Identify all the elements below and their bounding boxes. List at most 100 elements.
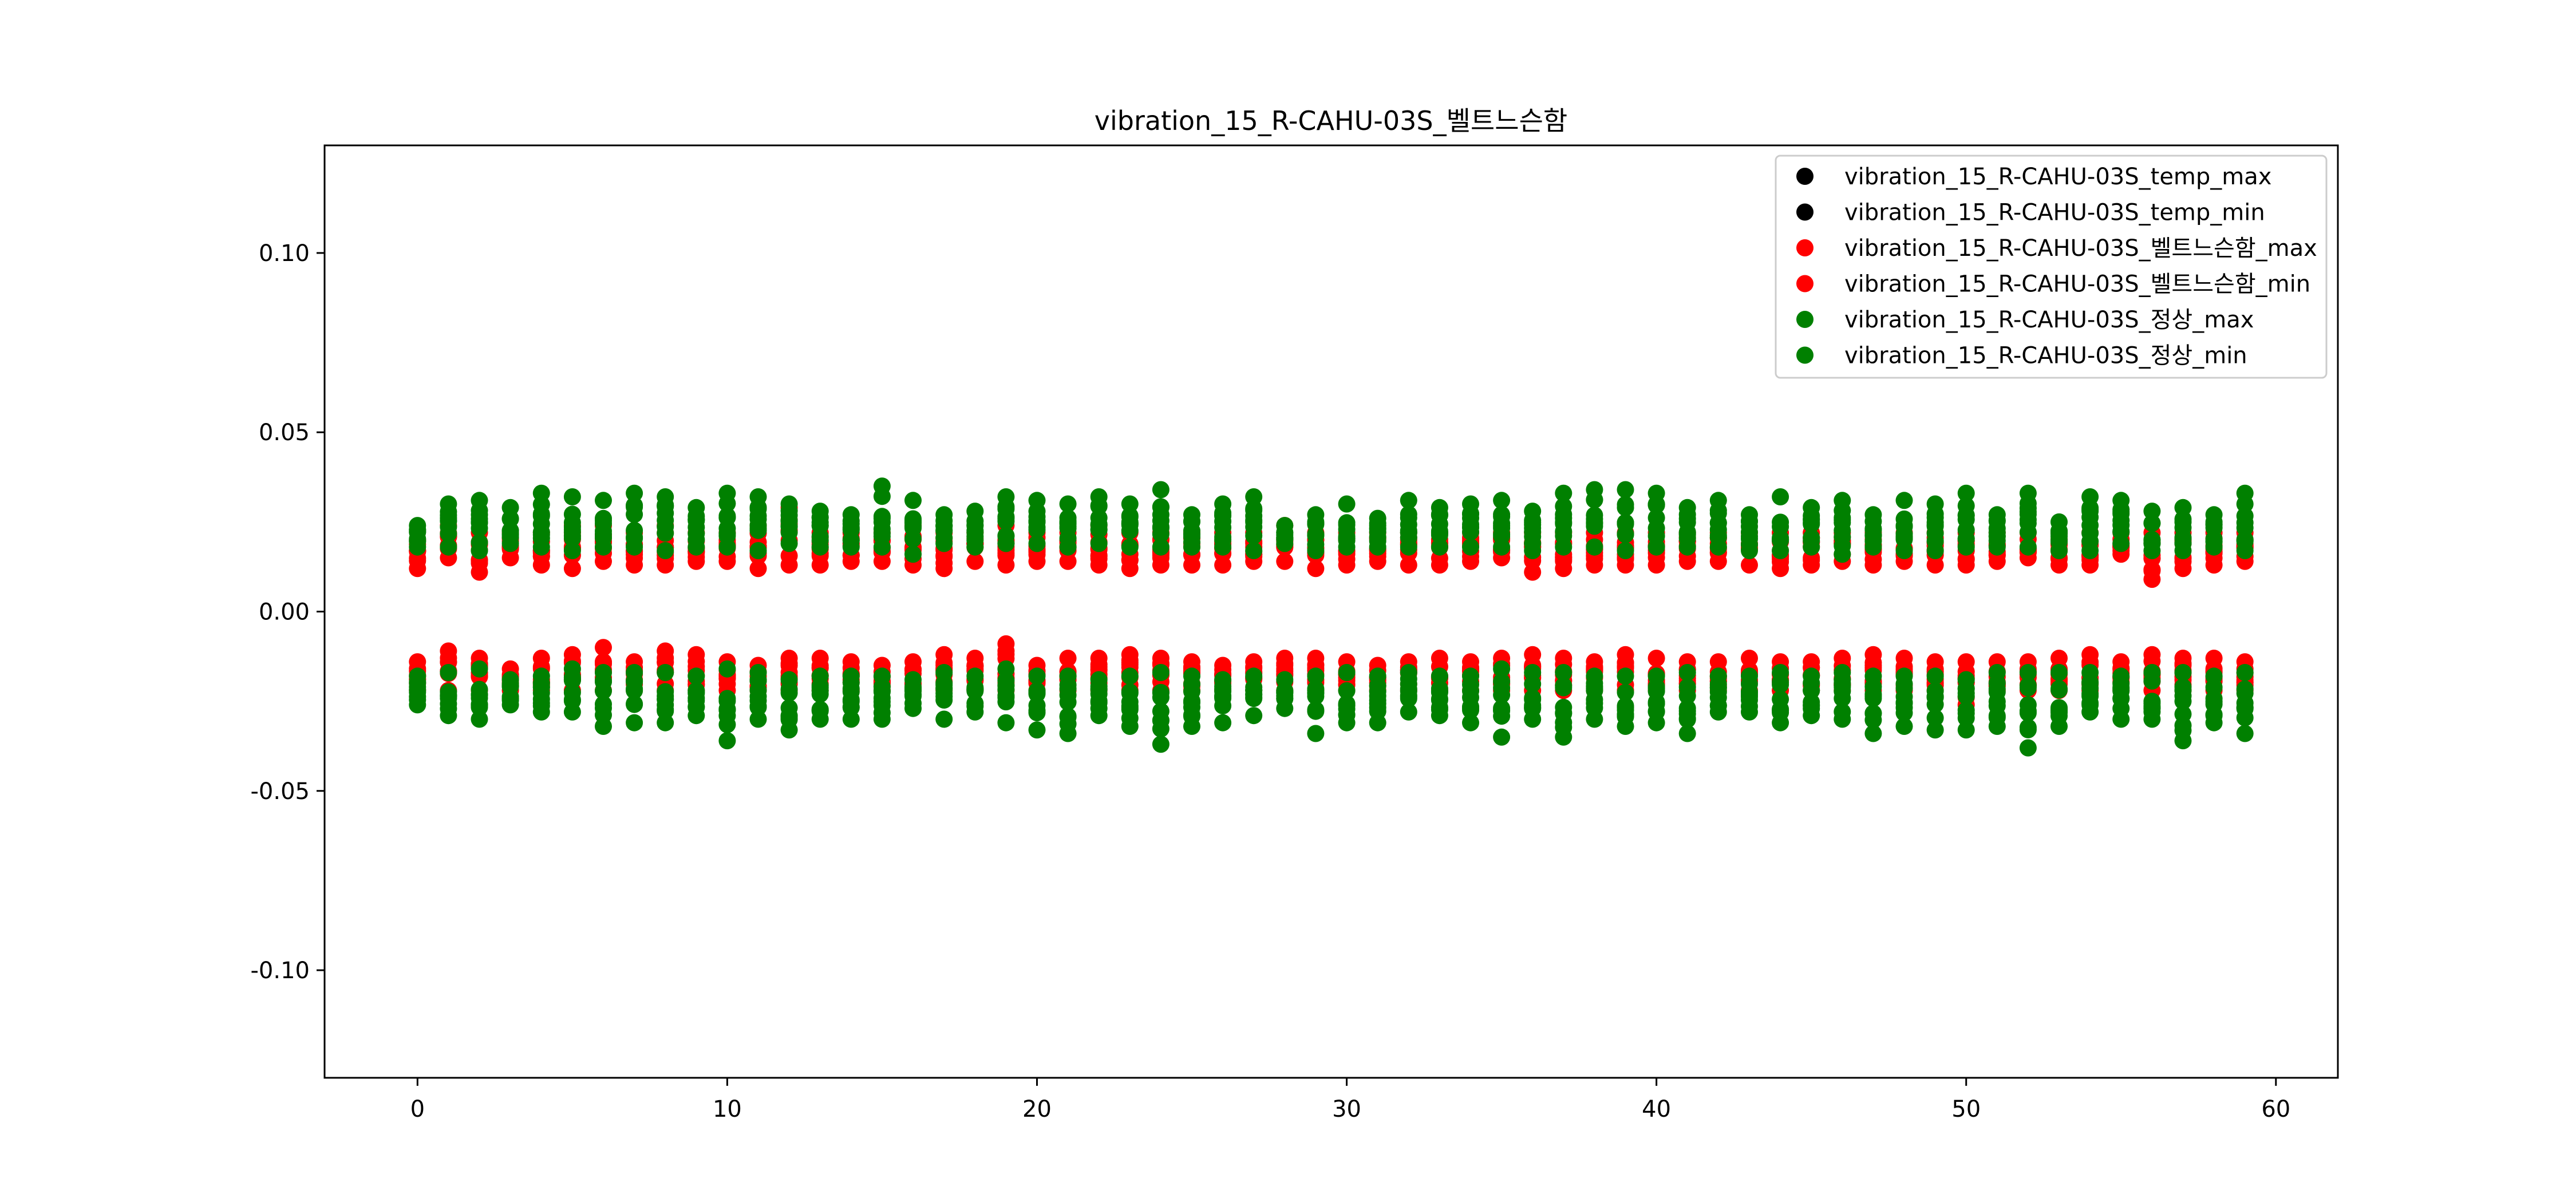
data-point [749,542,767,559]
data-point [1926,509,1944,527]
data-point [966,694,984,712]
legend-label: vibration_15_R-CAHU-03S_정상_max [1844,307,2254,333]
data-point [2236,664,2254,681]
data-point [1647,484,1665,502]
chart-title: vibration_15_R-CAHU-03S_벨트느슨함 [1095,105,1567,136]
data-point [626,714,643,732]
data-point [1338,682,1356,699]
data-point [2050,650,2068,667]
data-point [1617,683,1634,701]
data-point [1895,492,1913,509]
data-point [1957,507,1975,524]
data-point [966,681,984,698]
data-point [2081,685,2099,703]
data-point [1895,718,1913,735]
data-point [1152,684,1170,702]
data-point [1462,653,1479,671]
data-point [1338,528,1356,545]
data-point [2143,503,2161,520]
data-point [2112,516,2130,534]
data-point [2236,680,2254,698]
data-point [2205,506,2223,524]
data-point [2174,722,2192,740]
data-point [532,523,550,541]
data-point [1895,510,1913,528]
data-point [842,680,860,698]
data-point [904,492,922,509]
data-point [626,528,643,546]
data-point [1369,695,1386,713]
data-point [1183,653,1200,671]
data-point [2081,646,2099,663]
data-point [1524,664,1542,681]
data-point [1431,524,1448,542]
data-point [1803,667,1820,685]
data-point [409,653,426,671]
data-point [749,488,767,505]
data-point [440,495,457,513]
data-point [966,503,984,520]
legend-label: vibration_15_R-CAHU-03S_벨트느슨함_max [1844,235,2317,262]
data-point [997,677,1015,694]
data-point [440,538,457,556]
data-point [1555,664,1573,681]
data-point [2236,725,2254,742]
legend-label: vibration_15_R-CAHU-03S_정상_min [1844,343,2247,369]
data-point [2205,706,2223,723]
data-point [657,683,674,701]
data-point [409,552,426,570]
data-point [657,512,674,529]
legend-marker [1796,239,1814,256]
data-point [1926,667,1944,685]
legend-label: vibration_15_R-CAHU-03S_temp_max [1844,164,2271,190]
data-point [657,642,674,660]
data-point [1617,646,1634,663]
data-point [657,524,674,542]
data-point [657,664,674,681]
data-point [842,699,860,717]
data-point [1400,703,1417,721]
data-point [1895,699,1913,717]
data-point [532,484,550,502]
data-point [2174,529,2192,547]
data-point [1090,671,1108,689]
data-point [2050,533,2068,551]
data-point [409,517,426,535]
legend-label: vibration_15_R-CAHU-03S_벨트느슨함_min [1844,271,2310,298]
data-point [718,660,736,678]
data-point [2081,503,2099,520]
data-point [1028,512,1046,530]
x-tick-label: 10 [713,1096,742,1122]
data-point [471,681,488,698]
data-point [1214,697,1232,714]
data-point [1276,690,1294,707]
data-point [688,525,705,543]
data-point [1586,691,1603,709]
data-point [1586,653,1603,671]
data-point [1369,509,1386,527]
data-point [1709,683,1727,701]
data-point [2019,484,2037,502]
data-point [1183,694,1200,711]
data-point [1121,495,1139,513]
data-point [1741,667,1758,685]
data-point [749,520,767,537]
data-point [1834,650,1851,667]
data-point [1524,503,1542,520]
x-tick-label: 60 [2261,1096,2290,1122]
data-point [966,552,984,570]
data-point [471,554,488,572]
x-tick-label: 0 [410,1096,425,1122]
data-point [2174,650,2192,667]
data-points [409,477,2254,757]
data-point [1957,671,1975,689]
data-point [873,508,891,525]
data-point [1462,495,1479,513]
data-point [2174,664,2192,681]
data-point [1803,499,1820,516]
data-point [997,693,1015,711]
data-point [1834,492,1851,509]
data-point [1586,513,1603,531]
data-point [1524,646,1542,663]
data-point [873,477,891,495]
